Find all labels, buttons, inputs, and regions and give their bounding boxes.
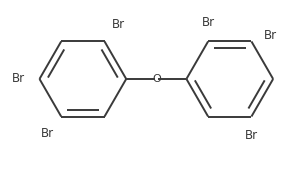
- Text: Br: Br: [264, 29, 277, 42]
- Text: Br: Br: [12, 73, 25, 86]
- Text: Br: Br: [245, 128, 258, 142]
- Text: Br: Br: [201, 16, 215, 29]
- Text: O: O: [152, 74, 161, 84]
- Text: Br: Br: [112, 18, 125, 31]
- Text: Br: Br: [41, 127, 54, 140]
